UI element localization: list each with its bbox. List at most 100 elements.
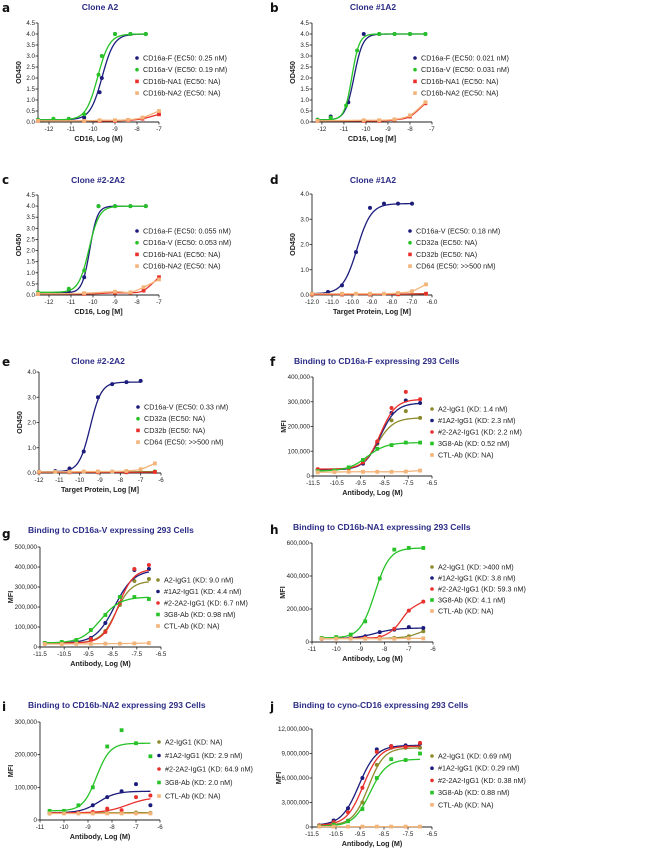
series-4 (319, 636, 426, 641)
y-tick-label: 1.0 (300, 97, 309, 104)
data-point (421, 599, 426, 604)
legend-marker (156, 601, 160, 605)
legend-label: CD64 (EC50: >>500 nM) (144, 438, 224, 447)
legend-marker (430, 565, 434, 569)
series-3 (47, 728, 153, 813)
panel-e: e Clone #2-2A2 -12 -11 -10 -9 -8 -7 -6 0.0 1.0 2.0 3… (2, 355, 228, 494)
x-tick-label: -6.5 (427, 480, 438, 487)
legend-marker (157, 740, 161, 744)
data-point (363, 619, 368, 624)
data-point (113, 289, 117, 294)
panel-b: b Clone #1A2 -12 -11 -10 -9 -8 -7 0.0 0.5 1.0 1.5 2.… (270, 1, 509, 143)
x-tick-label: -12 (45, 299, 55, 306)
x-axis-label: Target Protein, Log [M] (61, 485, 139, 494)
data-point (403, 469, 408, 474)
y-tick-label: 4.5 (26, 192, 35, 199)
x-tick-label: -9.5 (355, 480, 366, 487)
x-tick-label: -11.5 (306, 480, 320, 487)
data-point (82, 268, 87, 273)
legend-label: CD16b-NA1 (EC50: NA) (143, 77, 221, 86)
y-tick-label: 1.0 (26, 270, 35, 277)
legend-marker (430, 598, 434, 602)
data-point (392, 547, 397, 552)
data-point (360, 800, 365, 805)
y-tick-label: 200,000 (15, 752, 38, 759)
fit-curve (38, 205, 146, 293)
legend-marker (157, 753, 161, 758)
data-point (368, 205, 372, 210)
fit-curve (317, 402, 421, 471)
legend-marker (156, 589, 160, 594)
data-point (348, 636, 353, 641)
y-tick-label: 3.5 (26, 214, 35, 221)
x-tick-label: -10 (89, 299, 99, 306)
x-tick-label: -10.5 (57, 651, 72, 658)
fit-curve (49, 742, 151, 812)
legend-label: CD16b-NA1 (EC50: NA) (421, 77, 499, 86)
y-tick-label: 1.5 (300, 86, 309, 93)
x-tick-label: -8.5 (379, 831, 390, 838)
y-tick-label: 3.5 (26, 42, 35, 49)
x-tick-label: -8.0 (387, 299, 398, 306)
y-tick-label: 0 (306, 639, 310, 646)
panel-title: Clone #2-2A2 (71, 175, 125, 185)
data-point (113, 204, 117, 209)
data-point (410, 289, 414, 294)
y-axis-label: MFI (278, 586, 287, 598)
data-point (418, 397, 423, 402)
legend-label: CTL-Ab (KD: NA) (438, 800, 494, 809)
legend-marker (156, 624, 160, 628)
series-4 (317, 824, 422, 829)
y-tick-label: 2.5 (300, 64, 309, 71)
y-tick-label: 300,000 (15, 584, 38, 591)
data-point (66, 116, 71, 121)
x-tick-label: -8 (407, 126, 413, 133)
legend-label: #1A2-IgG1 (KD: 2.3 nM) (438, 416, 516, 425)
data-point (354, 250, 358, 255)
data-point (403, 744, 408, 749)
data-point (105, 795, 110, 800)
data-point (148, 754, 153, 759)
legend-label: #1A2-IgG1 (KD: 4.4 nM) (164, 587, 242, 596)
legend-marker (413, 91, 417, 95)
x-tick-label: -10 (361, 126, 371, 133)
data-point (134, 741, 138, 746)
legend-label: #2-2A2-IgG1 (KD: 0.38 nM) (438, 776, 526, 785)
panel-title: Binding to CD16a-F expressing 293 Cells (294, 356, 460, 366)
x-tick-label: -7 (138, 477, 144, 484)
data-point (374, 776, 379, 780)
legend-marker (430, 790, 434, 795)
data-point (103, 613, 108, 617)
panel-title: Clone #2-2A2 (71, 356, 125, 366)
legend-label: CD16a-V (EC50: 0.33 nM) (144, 403, 228, 412)
x-axis-label: Target Protein, Log [M] (333, 307, 411, 316)
y-tick-label: 0.5 (26, 108, 35, 115)
data-point (113, 32, 117, 36)
data-point (423, 32, 428, 36)
data-point (317, 824, 322, 829)
data-point (382, 201, 386, 206)
y-tick-label: 100,000 (15, 784, 38, 791)
data-point (403, 389, 408, 394)
data-point (90, 803, 95, 808)
legend-label: CD64 (EC50: >>500 nM) (416, 262, 496, 271)
data-point (375, 469, 380, 474)
data-point (421, 636, 426, 641)
data-point (377, 32, 382, 36)
fit-curve (321, 601, 424, 640)
data-point (334, 636, 339, 641)
data-point (406, 608, 411, 613)
panel-letter: d (270, 173, 279, 187)
x-tick-label: -10 (75, 477, 85, 484)
legend-marker (157, 794, 161, 798)
data-point (310, 291, 314, 296)
data-point (421, 625, 426, 630)
data-point (110, 382, 115, 387)
data-point (377, 630, 382, 635)
data-point (147, 641, 151, 645)
data-point (374, 762, 379, 767)
data-point (62, 811, 66, 816)
data-point (406, 636, 411, 641)
x-tick-label: -9 (85, 824, 91, 831)
y-tick-label: 2.0 (300, 75, 309, 82)
